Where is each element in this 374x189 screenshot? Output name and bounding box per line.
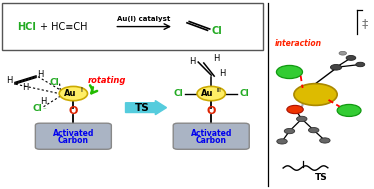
Text: Cl: Cl xyxy=(239,89,249,98)
Circle shape xyxy=(276,65,303,79)
Circle shape xyxy=(277,139,287,144)
Text: interaction: interaction xyxy=(275,39,322,48)
Text: Cl: Cl xyxy=(32,104,42,112)
Circle shape xyxy=(339,51,346,55)
Text: Au: Au xyxy=(201,89,214,98)
Text: H: H xyxy=(219,69,226,78)
Text: + HC≡CH: + HC≡CH xyxy=(40,22,87,32)
FancyBboxPatch shape xyxy=(173,123,249,149)
Circle shape xyxy=(331,64,341,70)
Text: HCl: HCl xyxy=(18,22,36,32)
Circle shape xyxy=(320,138,330,143)
FancyArrow shape xyxy=(126,101,166,115)
Circle shape xyxy=(197,86,226,101)
Text: ⁻: ⁻ xyxy=(43,107,46,113)
Text: Activated: Activated xyxy=(53,129,94,138)
Circle shape xyxy=(284,129,295,134)
Text: rotating: rotating xyxy=(88,76,126,85)
Text: Carbon: Carbon xyxy=(196,136,227,146)
Text: Cl: Cl xyxy=(174,89,183,98)
Circle shape xyxy=(356,62,365,67)
Text: ‡: ‡ xyxy=(362,17,368,30)
Circle shape xyxy=(309,128,319,133)
Text: H: H xyxy=(189,57,196,66)
Text: O: O xyxy=(206,106,216,116)
Text: Cl: Cl xyxy=(50,78,59,87)
Text: H: H xyxy=(22,83,28,92)
Text: H: H xyxy=(6,76,12,85)
Text: Carbon: Carbon xyxy=(58,136,89,146)
Text: Cl: Cl xyxy=(211,26,222,36)
Circle shape xyxy=(337,105,361,116)
Circle shape xyxy=(294,84,337,105)
Circle shape xyxy=(287,105,303,114)
Circle shape xyxy=(59,86,88,101)
Text: Au: Au xyxy=(64,89,77,98)
FancyBboxPatch shape xyxy=(2,3,263,50)
Text: H: H xyxy=(40,97,47,106)
FancyBboxPatch shape xyxy=(36,123,111,149)
FancyArrowPatch shape xyxy=(90,85,97,93)
Text: O: O xyxy=(69,106,78,116)
Text: Au(I) catalyst: Au(I) catalyst xyxy=(117,16,171,22)
Text: H: H xyxy=(37,70,43,79)
FancyBboxPatch shape xyxy=(270,3,371,186)
Circle shape xyxy=(297,116,307,122)
Text: Activated: Activated xyxy=(190,129,232,138)
Text: TS: TS xyxy=(135,103,150,113)
Text: III: III xyxy=(217,88,222,93)
Text: I: I xyxy=(80,87,83,93)
Text: TS: TS xyxy=(315,174,328,183)
Circle shape xyxy=(346,56,356,60)
Text: H: H xyxy=(214,54,220,63)
